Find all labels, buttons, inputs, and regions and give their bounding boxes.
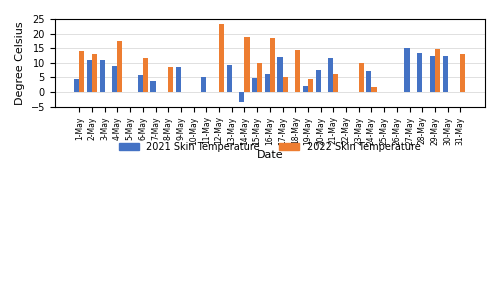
Bar bbox=[278, 57, 282, 92]
Bar bbox=[201, 77, 206, 92]
Bar bbox=[138, 75, 143, 92]
Bar bbox=[358, 64, 364, 92]
Bar bbox=[442, 56, 448, 92]
Bar bbox=[87, 60, 92, 92]
Bar bbox=[372, 87, 376, 92]
Bar bbox=[430, 56, 435, 92]
Bar bbox=[308, 79, 313, 92]
Bar bbox=[80, 50, 84, 92]
Bar bbox=[143, 57, 148, 92]
Bar bbox=[150, 81, 156, 92]
Bar bbox=[316, 70, 320, 92]
X-axis label: Date: Date bbox=[256, 150, 283, 160]
Bar bbox=[100, 60, 104, 92]
Legend: 2021 Skin Temperature, 2022 Skin Temperature: 2021 Skin Temperature, 2022 Skin Tempera… bbox=[116, 138, 424, 156]
Bar bbox=[270, 38, 275, 92]
Bar bbox=[282, 77, 288, 92]
Bar bbox=[435, 49, 440, 92]
Bar bbox=[226, 65, 232, 92]
Bar bbox=[118, 41, 122, 92]
Bar bbox=[240, 92, 244, 102]
Y-axis label: Degree Celsius: Degree Celsius bbox=[15, 21, 25, 105]
Bar bbox=[252, 78, 257, 92]
Bar bbox=[74, 79, 80, 92]
Bar bbox=[295, 50, 300, 92]
Bar bbox=[112, 66, 117, 92]
Bar bbox=[334, 74, 338, 92]
Bar bbox=[264, 74, 270, 92]
Bar bbox=[176, 67, 181, 92]
Bar bbox=[460, 54, 466, 92]
Bar bbox=[92, 54, 97, 92]
Bar bbox=[219, 24, 224, 92]
Bar bbox=[244, 37, 250, 92]
Bar bbox=[366, 71, 372, 92]
Bar bbox=[328, 57, 334, 92]
Bar bbox=[404, 48, 409, 92]
Bar bbox=[417, 53, 422, 92]
Bar bbox=[257, 63, 262, 92]
Bar bbox=[303, 86, 308, 92]
Bar bbox=[168, 67, 173, 92]
